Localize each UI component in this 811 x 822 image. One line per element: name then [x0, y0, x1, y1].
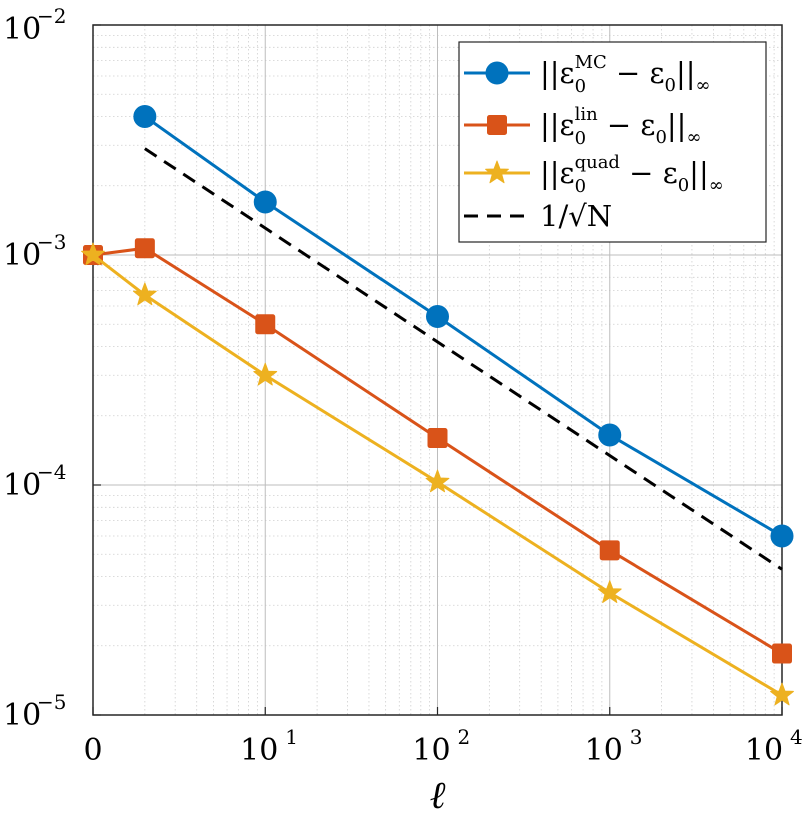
legend-label: ||εlin 0 − ε0||∞: [540, 104, 701, 149]
x-tick-labels: 0 10 1 10 2 10 3 10 4: [83, 725, 802, 768]
data-point: [253, 362, 278, 386]
legend-entry: ||εMC 0 − ε0||∞: [464, 52, 711, 97]
x-axis-title: ℓ: [430, 773, 446, 817]
x-tick-label: 10: [412, 733, 450, 768]
legend-entry: ||εquad 0 − ε0||∞: [464, 152, 724, 197]
y-tick-exponent: −3: [37, 230, 66, 254]
y-tick-labels: 10−510−410−310−2: [3, 4, 66, 733]
data-point: [132, 282, 157, 306]
x-tick-label: 0: [83, 733, 102, 768]
series-2: [81, 242, 794, 706]
data-point: [255, 314, 276, 335]
legend-label: ||εMC 0 − ε0||∞: [540, 52, 711, 97]
series-layer: [81, 105, 794, 706]
y-tick-exponent: −2: [37, 4, 66, 28]
y-tick-exponent: −4: [37, 460, 66, 484]
data-point: [425, 469, 450, 493]
axes-box: [92, 24, 783, 716]
data-point: [770, 524, 794, 548]
x-tick-label: 10: [240, 733, 278, 768]
data-point: [426, 305, 449, 329]
legend-label: 1/√N: [540, 199, 612, 233]
legend-entry: 1/√N: [464, 199, 612, 233]
legend-marker: [485, 160, 509, 184]
data-point: [133, 105, 157, 129]
series-3: [144, 147, 783, 571]
y-tick-label: 10: [3, 12, 41, 47]
legend: ||εMC 0 − ε0||∞ ||εlin 0 − ε0||∞||εquad 0 − …: [458, 41, 767, 243]
x-tick-exponent: 1: [285, 725, 298, 749]
y-tick-label: 10: [3, 238, 41, 273]
legend-marker: [485, 61, 509, 85]
x-tick-exponent: 3: [630, 725, 643, 749]
data-point: [597, 580, 622, 603]
data-point: [598, 423, 622, 447]
x-tick-label: 10: [745, 733, 783, 768]
x-tick-exponent: 4: [790, 725, 803, 749]
data-point: [599, 540, 620, 561]
legend-entry: ||εlin 0 − ε0||∞: [464, 104, 701, 149]
legend-box: [458, 41, 767, 243]
legend-marker: [487, 115, 507, 135]
data-point: [770, 682, 794, 706]
data-point: [81, 242, 105, 266]
data-point: [772, 643, 792, 664]
series-0: [133, 105, 794, 548]
data-point: [253, 190, 277, 214]
y-tick-label: 10: [3, 698, 41, 733]
series-line: [92, 253, 783, 697]
series-line: [144, 147, 783, 571]
data-point: [427, 428, 448, 449]
x-tick-label: 10: [585, 733, 623, 768]
y-tick-label: 10: [3, 468, 41, 503]
y-tick-exponent: −5: [37, 690, 66, 714]
data-point: [134, 238, 155, 259]
legend-label: ||εquad 0 − ε0||∞: [540, 152, 724, 197]
x-tick-exponent: 2: [458, 725, 471, 749]
